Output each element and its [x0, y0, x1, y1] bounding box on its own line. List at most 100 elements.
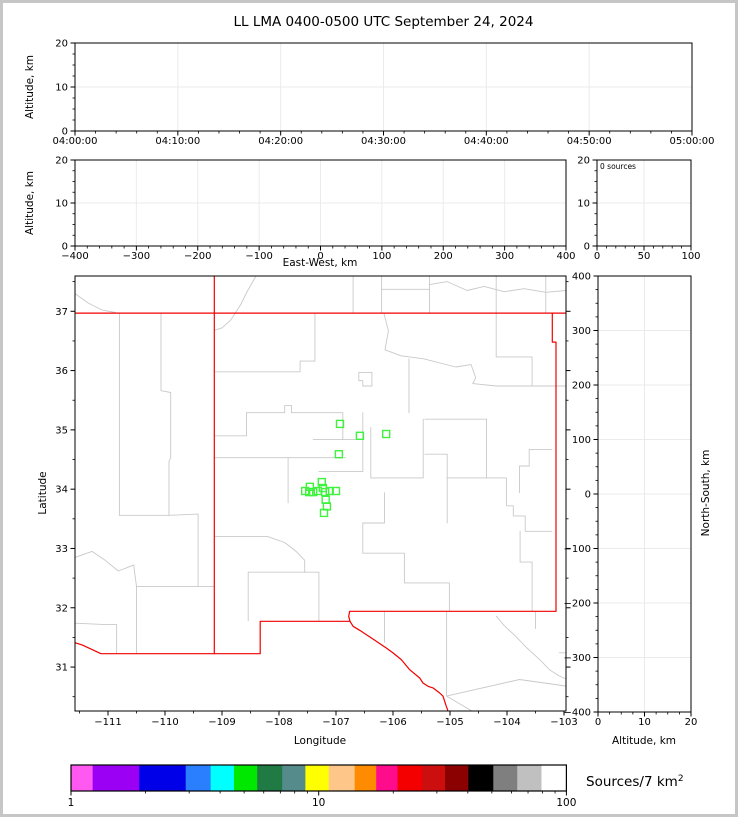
x-tick-label: 10: [638, 717, 651, 728]
state-border: [348, 610, 557, 711]
source-marker: [325, 486, 334, 496]
colorbar-segment: [397, 765, 423, 791]
ns-alt-right-label: North-South, km: [700, 450, 712, 537]
y-tick-label: 10: [55, 199, 68, 210]
ew-height-ylabel: Altitude, km: [24, 171, 36, 235]
y-tick-label: 0: [62, 242, 68, 253]
x-tick-label: −111: [94, 717, 121, 728]
y-tick-label: 37: [55, 307, 68, 318]
y-tick-label: 100: [572, 435, 591, 446]
colorbar-segment: [210, 765, 235, 791]
county-line: [519, 530, 533, 612]
colorbar-segment: [445, 765, 469, 791]
y-tick-label: 31: [55, 663, 68, 674]
y-tick-label: 10: [55, 83, 68, 94]
map-content: [75, 276, 566, 711]
x-tick-label: −107: [322, 717, 349, 728]
x-tick-label: −100: [245, 251, 272, 262]
colorbar-segment: [233, 765, 258, 791]
x-tick-label: −103: [550, 717, 577, 728]
colorbar-segment: [517, 765, 542, 791]
county-line: [358, 371, 373, 387]
county-line: [505, 477, 553, 532]
ew-height-xlabel: East-West, km: [283, 257, 358, 269]
county-line: [495, 615, 566, 680]
x-tick-label: −300: [123, 251, 150, 262]
y-tick-label: 34: [55, 485, 68, 496]
colorbar-segment: [282, 765, 306, 791]
county-line: [75, 550, 137, 587]
x-tick-label: −104: [493, 717, 520, 728]
colorbar-segment: [354, 765, 377, 791]
y-tick-label: −200: [564, 599, 591, 610]
x-tick-label: 04:00:00: [53, 136, 98, 147]
county-line: [267, 536, 306, 573]
state-border: [551, 312, 557, 612]
colorbar-segment: [185, 765, 212, 791]
y-tick-label: 400: [572, 272, 591, 283]
colorbar-segment: [468, 765, 494, 791]
y-tick-label: 20: [55, 39, 68, 50]
county-line: [247, 571, 320, 622]
x-tick-label: 04:30:00: [361, 136, 406, 147]
plan_view-frame: [74, 275, 567, 712]
source-marker: [317, 477, 326, 487]
plot-canvas: 04:00:00 04:10:00 04:20:00 04:30:00 04:40:00…: [24, 39, 714, 810]
colorbar-segment: [541, 765, 567, 791]
state-border: [75, 620, 351, 655]
county-line: [213, 412, 247, 437]
x-tick-label: −200: [184, 251, 211, 262]
colorbar-segment: [92, 765, 140, 791]
y-tick-label: 32: [55, 603, 68, 614]
source-marker: [319, 508, 329, 518]
y-tick-label: 20: [55, 156, 68, 167]
county-line: [75, 622, 118, 654]
colorbar-segment: [493, 765, 518, 791]
colorbar-tick-label: 100: [556, 797, 576, 809]
x-tick-label: 20: [685, 717, 698, 728]
county-line: [362, 522, 450, 612]
x-tick-label: 04:40:00: [464, 136, 509, 147]
figure-title: LL LMA 0400-0500 UTC September 24, 2024: [233, 14, 534, 30]
map-ylabel: Latitude: [37, 471, 49, 514]
source-marker: [331, 486, 341, 496]
colorbar-segment: [376, 765, 399, 791]
county-line: [160, 312, 172, 516]
county-line: [446, 695, 473, 711]
y-tick-label: 36: [55, 366, 68, 377]
colorbar-tick-label: 10: [312, 797, 325, 809]
colorbar-tick-label: 1: [68, 797, 75, 809]
x-tick-label: 0: [594, 251, 600, 262]
county-line: [519, 448, 553, 494]
county-line: [495, 312, 566, 387]
x-tick-label: 200: [434, 251, 453, 262]
x-tick-label: 50: [638, 251, 651, 262]
source-marker: [309, 487, 318, 497]
y-tick-label: 33: [55, 544, 68, 555]
y-tick-label: 35: [55, 425, 68, 436]
colorbar-segment: [328, 765, 356, 791]
x-tick-label: 300: [495, 251, 514, 262]
y-tick-label: 20: [577, 156, 590, 167]
x-tick-label: −105: [436, 717, 463, 728]
histogram-annotation: 0 sources: [600, 162, 636, 171]
source-marker: [355, 431, 365, 440]
colorbar-segment: [71, 765, 94, 791]
y-tick-label: 0: [585, 490, 591, 501]
source-marker: [334, 450, 344, 459]
ns-alt-xlabel: Altitude, km: [612, 735, 676, 747]
county-line: [246, 405, 344, 414]
x-tick-label: −106: [379, 717, 406, 728]
y-tick-label: 0: [62, 127, 68, 138]
source-marker: [335, 419, 345, 429]
colorbar-segment: [305, 765, 330, 791]
x-tick-label: −108: [265, 717, 292, 728]
x-tick-label: 100: [681, 251, 700, 262]
county-line: [168, 513, 199, 516]
y-tick-label: 10: [577, 199, 590, 210]
x-tick-label: −110: [151, 717, 178, 728]
source-marker: [382, 429, 391, 439]
x-tick-label: 04:10:00: [155, 136, 200, 147]
x-tick-label: 04:50:00: [567, 136, 612, 147]
